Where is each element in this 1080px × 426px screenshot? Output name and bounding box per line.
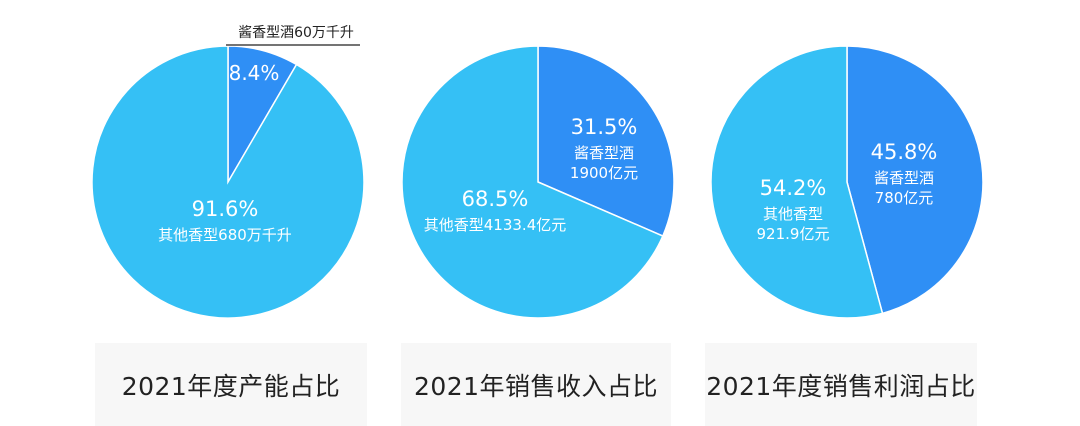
pie-slice — [91, 45, 365, 319]
slice-name-label: 酱香型酒 — [574, 144, 634, 162]
slice-name-label: 酱香型酒 — [874, 169, 934, 187]
pie-chart-sales-profit: 45.8% 酱香型酒 780亿元 54.2% 其他香型 921.9亿元 — [710, 45, 984, 319]
slice-name-label: 其他香型680万千升 — [158, 226, 292, 244]
slice-callout-label: 酱香型酒60万千升 — [238, 25, 354, 41]
pie-chart-capacity: 8.4% 91.6% 其他香型680万千升 — [91, 45, 365, 319]
slice-value-label: 1900亿元 — [570, 164, 638, 182]
chart-title-text: 2021年销售收入占比 — [413, 371, 659, 401]
pie-slice — [846, 45, 984, 315]
pie-slice — [401, 45, 664, 319]
slice-name-label: 其他香型 — [763, 205, 823, 223]
slice-percent-label: 54.2% — [760, 176, 827, 200]
slice-percent-label: 91.6% — [192, 197, 259, 221]
slice-name-label: 其他香型4133.4亿元 — [424, 216, 567, 234]
slice-percent-label: 31.5% — [571, 115, 638, 139]
chart-title-sales-profit: 2021年度销售利润占比 — [705, 343, 977, 426]
chart-title-capacity: 2021年度产能占比 — [95, 343, 367, 426]
chart-title-text: 2021年度销售利润占比 — [706, 371, 976, 401]
pie-slice — [537, 45, 675, 237]
slice-percent-label: 68.5% — [462, 187, 529, 211]
chart-title-text: 2021年度产能占比 — [121, 371, 341, 401]
pie-slice — [710, 45, 884, 319]
slice-value-label: 921.9亿元 — [757, 225, 830, 243]
pie-chart-sales-revenue: 31.5% 酱香型酒 1900亿元 68.5% 其他香型4133.4亿元 — [401, 45, 675, 319]
chart-title-sales-revenue: 2021年销售收入占比 — [401, 343, 671, 426]
slice-percent-label: 45.8% — [871, 140, 938, 164]
slice-percent-label: 8.4% — [229, 61, 280, 85]
slice-value-label: 780亿元 — [875, 189, 934, 207]
